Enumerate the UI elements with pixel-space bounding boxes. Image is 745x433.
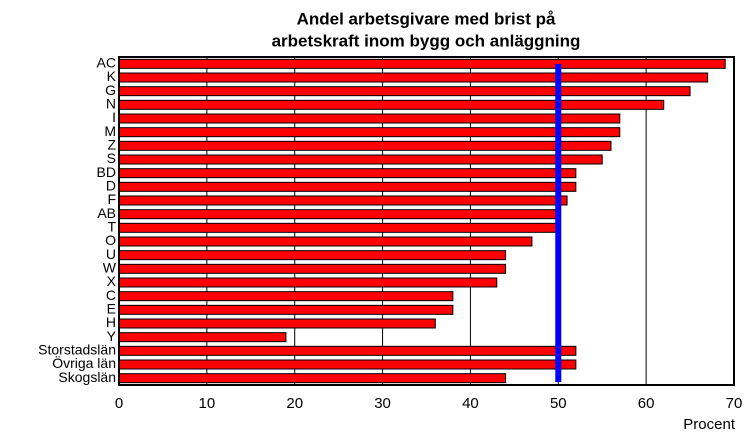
- y-tick-label: U: [106, 246, 116, 262]
- y-tick-label: Övriga län: [52, 354, 116, 371]
- x-tick-label: 30: [374, 395, 391, 412]
- bar: [118, 222, 559, 233]
- bar: [118, 209, 559, 220]
- bar: [118, 140, 612, 151]
- plot-border: [118, 56, 735, 386]
- bar: [118, 195, 568, 206]
- y-tick-label: K: [107, 68, 117, 84]
- x-tick-label: 70: [726, 395, 743, 412]
- y-tick-label: E: [107, 301, 116, 317]
- bar: [118, 373, 507, 384]
- bar: [118, 127, 621, 138]
- y-tick-label: O: [105, 232, 116, 248]
- y-tick-label: AC: [97, 55, 116, 71]
- y-tick-label: S: [107, 150, 116, 166]
- bar: [118, 72, 709, 83]
- bar: [118, 154, 603, 165]
- x-tick-label: 60: [638, 395, 655, 412]
- bar: [118, 86, 691, 97]
- bar: [118, 263, 507, 274]
- bar: [118, 345, 577, 356]
- bar: [118, 236, 533, 247]
- x-tick-label: 40: [462, 395, 479, 412]
- y-tick-label: C: [106, 287, 116, 303]
- chart-title: arbetskraft inom bygg och anläggning: [272, 31, 581, 50]
- y-tick-label: F: [107, 191, 116, 207]
- bar: [118, 168, 577, 179]
- y-tick-label: D: [106, 178, 116, 194]
- chart-title: Andel arbetsgivare med brist på: [297, 9, 556, 28]
- y-tick-label: M: [104, 123, 116, 139]
- x-tick-label: 0: [115, 395, 123, 412]
- y-tick-label: N: [106, 96, 116, 112]
- y-tick-label: I: [112, 109, 116, 125]
- bar: [118, 277, 498, 288]
- bar: [118, 291, 454, 302]
- bar: [118, 332, 287, 343]
- y-tick-label: Skogslän: [58, 369, 116, 385]
- y-tick-label: H: [106, 314, 116, 330]
- x-axis-label: Procent: [683, 416, 736, 433]
- bar: [118, 58, 726, 69]
- bar: [118, 304, 454, 315]
- bar: [118, 318, 436, 329]
- bar: [118, 250, 507, 261]
- bar: [118, 359, 577, 370]
- y-tick-label: G: [105, 82, 116, 98]
- x-tick-label: 50: [550, 395, 567, 412]
- y-tick-label: BD: [97, 164, 116, 180]
- x-tick-label: 20: [286, 395, 303, 412]
- x-tick-label: 10: [199, 395, 216, 412]
- y-tick-label: Storstadslän: [38, 342, 116, 358]
- bar: [118, 113, 621, 124]
- bar: [118, 99, 665, 110]
- y-tick-label: T: [107, 219, 116, 235]
- y-tick-label: X: [107, 273, 117, 289]
- y-tick-label: Y: [107, 328, 117, 344]
- y-tick-label: AB: [97, 205, 116, 221]
- y-tick-label: W: [103, 260, 117, 276]
- y-tick-label: Z: [107, 137, 116, 153]
- bar: [118, 181, 577, 192]
